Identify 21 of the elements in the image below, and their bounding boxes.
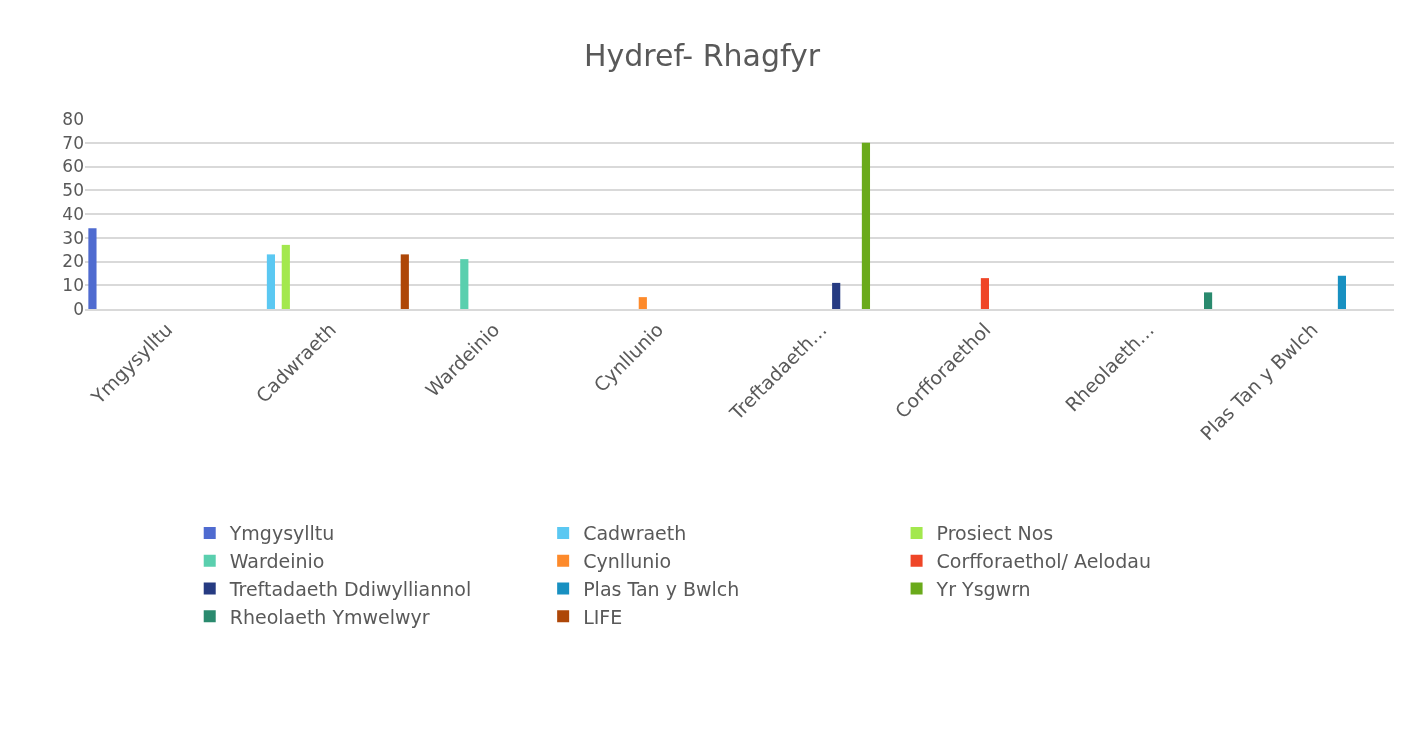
chart-title: Hydref- Rhagfyr <box>583 38 821 74</box>
legend-label: Rheolaeth Ymwelwyr <box>229 605 430 628</box>
legend-label: Plas Tan y Bwlch <box>583 577 740 600</box>
y-tick-label: 50 <box>62 180 84 201</box>
legend-label: Prosiect Nos <box>936 522 1054 545</box>
legend-label: LIFE <box>583 605 623 628</box>
legend-label: Cadwraeth <box>583 522 687 545</box>
y-tick-label: 80 <box>62 108 84 129</box>
y-tick-label: 60 <box>62 156 84 177</box>
legend-label: Ymgysylltu <box>228 522 335 545</box>
y-tick-label: 40 <box>62 203 84 224</box>
y-tick-label: 0 <box>73 298 84 319</box>
legend-label: Treftadaeth Ddiwylliannol <box>228 577 472 600</box>
y-tick-label: 10 <box>62 275 84 296</box>
y-tick-label: 30 <box>62 227 84 248</box>
legend-label: Cynllunio <box>583 550 672 573</box>
y-tick-label: 20 <box>62 251 84 272</box>
y-tick-label: 70 <box>62 132 84 153</box>
legend-label: Yr Ysgwrn <box>935 577 1031 600</box>
legend-label: Wardeinio <box>229 550 325 573</box>
legend-label: Corfforaethol/ Aelodau <box>936 550 1151 573</box>
